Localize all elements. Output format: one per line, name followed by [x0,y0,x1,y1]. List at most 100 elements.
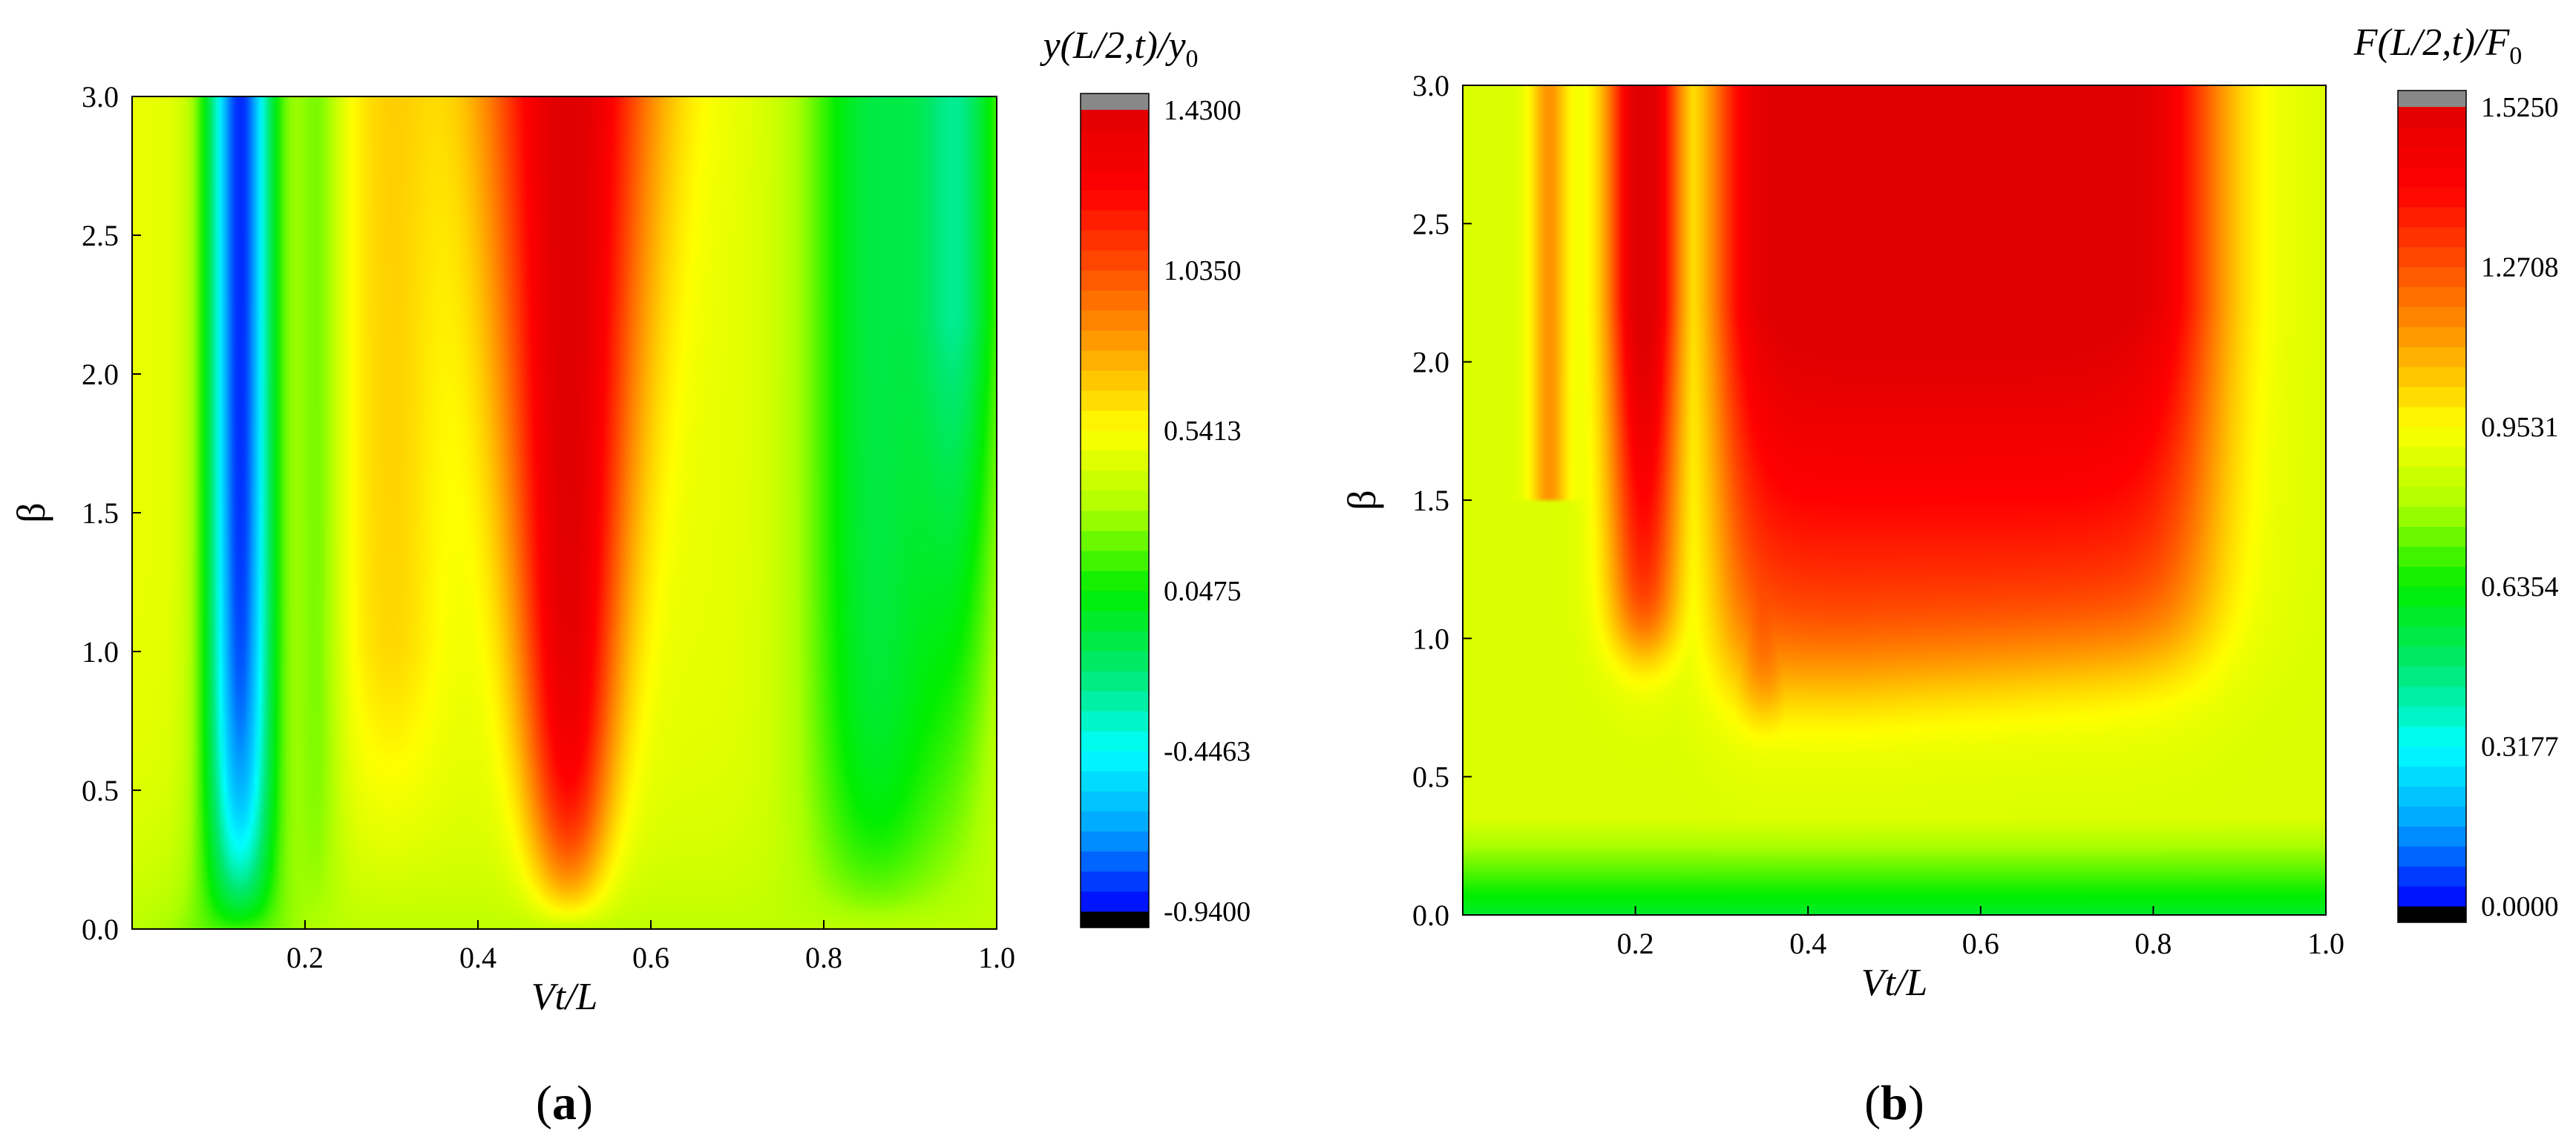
colorbar-swatch [1081,210,1149,231]
colorbar-swatch [1081,290,1149,311]
colorbar-swatch [2398,286,2466,307]
y-tick-label: 0.0 [82,913,119,946]
panel-label: (b) [1864,1076,1924,1130]
colorbar-swatch [1081,110,1149,131]
colorbar-swatch [1081,190,1149,211]
colorbar-swatch [2398,486,2466,508]
x-tick-label: 0.6 [632,941,669,974]
colorbar-swatch [2398,306,2466,327]
heatmap-field [1463,85,2326,915]
colorbar-tick-label: -0.9400 [1164,896,1251,928]
colorbar-swatch [2398,546,2466,567]
y-tick-label: 2.0 [82,358,119,391]
colorbar-swatch [1081,511,1149,531]
colorbar-swatch [1081,711,1149,732]
colorbar-swatch [2398,186,2466,208]
colorbar-swatch [2398,886,2466,907]
colorbar-swatch [1081,751,1149,772]
y-tick-label: 2.5 [82,219,119,252]
colorbar-tick-label: 0.5413 [1164,416,1242,447]
colorbar-swatch [2398,406,2466,427]
colorbar-swatch [1081,551,1149,571]
colorbar-swatch [1081,671,1149,692]
colorbar-swatch [1081,811,1149,832]
colorbar-swatch [2398,426,2466,447]
x-axis-label: Vt/L [531,976,598,1018]
x-tick-label: 0.8 [805,941,842,974]
chart-panel-a: 0.2 0.4 0.6 0.8 1.0 0.0 0.5 1.0 1.5 2.0 2.5 3.0 Vt/L… [9,24,1251,1130]
colorbar-tick-label: 0.0475 [1164,576,1242,607]
colorbar-swatch [1081,450,1149,471]
colorbar-swatch [1081,370,1149,391]
colorbar-swatch [2398,326,2466,347]
colorbar-title: F(L/2,t)/F0 [2353,22,2522,70]
colorbar-swatch [2398,466,2466,488]
panel-label: (a) [536,1076,593,1130]
colorbar-swatch [2398,506,2466,528]
colorbar-swatch [1081,871,1149,892]
y-tick-label: 3.0 [82,80,119,114]
colorbar-swatch [1081,390,1149,411]
colorbar-swatch [2398,246,2466,267]
colorbar-tick-label: 1.5250 [2481,92,2559,123]
colorbar-swatch [1081,771,1149,792]
colorbar-swatch [2398,586,2466,607]
colorbar-swatch [2398,726,2466,747]
colorbar-swatch [1081,791,1149,812]
colorbar-swatch [2398,126,2466,148]
colorbar-swatch [2398,107,2466,128]
x-tick-label: 1.0 [2307,927,2344,960]
colorbar-swatch [2398,746,2466,767]
y-tick-label: 2.0 [1412,346,1449,379]
colorbar-swatch [2398,566,2466,587]
colorbar-swatch [2398,846,2466,867]
y-tick-label: 1.0 [1412,622,1449,655]
y-axis-label: β [9,502,53,522]
colorbar-swatch [1081,731,1149,752]
colorbar-swatch [1081,691,1149,712]
colorbar-swatch [1081,571,1149,591]
y-tick-label: 1.5 [82,496,119,530]
colorbar-swatch [1081,230,1149,251]
colorbar-swatch [1081,611,1149,631]
colorbar-tick-label: 0.6354 [2481,571,2559,603]
colorbar-swatch [1081,631,1149,652]
colorbar-swatch [1081,410,1149,431]
colorbar-tick-label: -0.4463 [1164,736,1251,767]
y-axis-label: β [1340,490,1384,510]
colorbar-swatch [1081,470,1149,491]
colorbar-swatch [2398,826,2466,847]
colorbar-swatch [1081,490,1149,511]
y-tick-label: 1.5 [1412,484,1449,517]
colorbar-tick-label: 0.9531 [2481,412,2559,443]
colorbar-swatch [1081,270,1149,291]
x-tick-label: 0.4 [1789,927,1826,960]
colorbar-swatch [1081,310,1149,331]
colorbar-frame [2397,90,2467,923]
colorbar-swatch [2398,226,2466,248]
colorbar-swatch [2398,206,2466,228]
colorbar-swatch [1081,891,1149,912]
colorbar-swatch [1081,150,1149,171]
colorbar-tick-label: 1.0350 [1164,255,1242,286]
colorbar-underflow-cap [2398,906,2466,922]
colorbar-tick-label: 0.3177 [2481,732,2559,763]
colorbar-swatch [2398,606,2466,627]
colorbar-swatch [2398,347,2466,367]
colorbar-swatch [1081,350,1149,371]
colorbar-frame [1080,93,1150,928]
x-tick-label: 0.8 [2134,927,2172,960]
colorbar-tick-label: 1.2708 [2481,252,2559,283]
colorbar-swatch [2398,446,2466,467]
colorbar-swatch [1081,851,1149,872]
y-tick-label: 0.5 [1412,761,1449,794]
colorbar-swatch [2398,367,2466,387]
colorbar-underflow-cap [1081,911,1149,928]
y-tick-label: 0.0 [1412,899,1449,932]
colorbar-swatch [2398,386,2466,407]
colorbar-tick-label: 0.0000 [2481,891,2559,922]
colorbar-swatch [1081,831,1149,852]
colorbar-swatch [2398,266,2466,287]
y-tick-label: 3.0 [1412,69,1449,102]
